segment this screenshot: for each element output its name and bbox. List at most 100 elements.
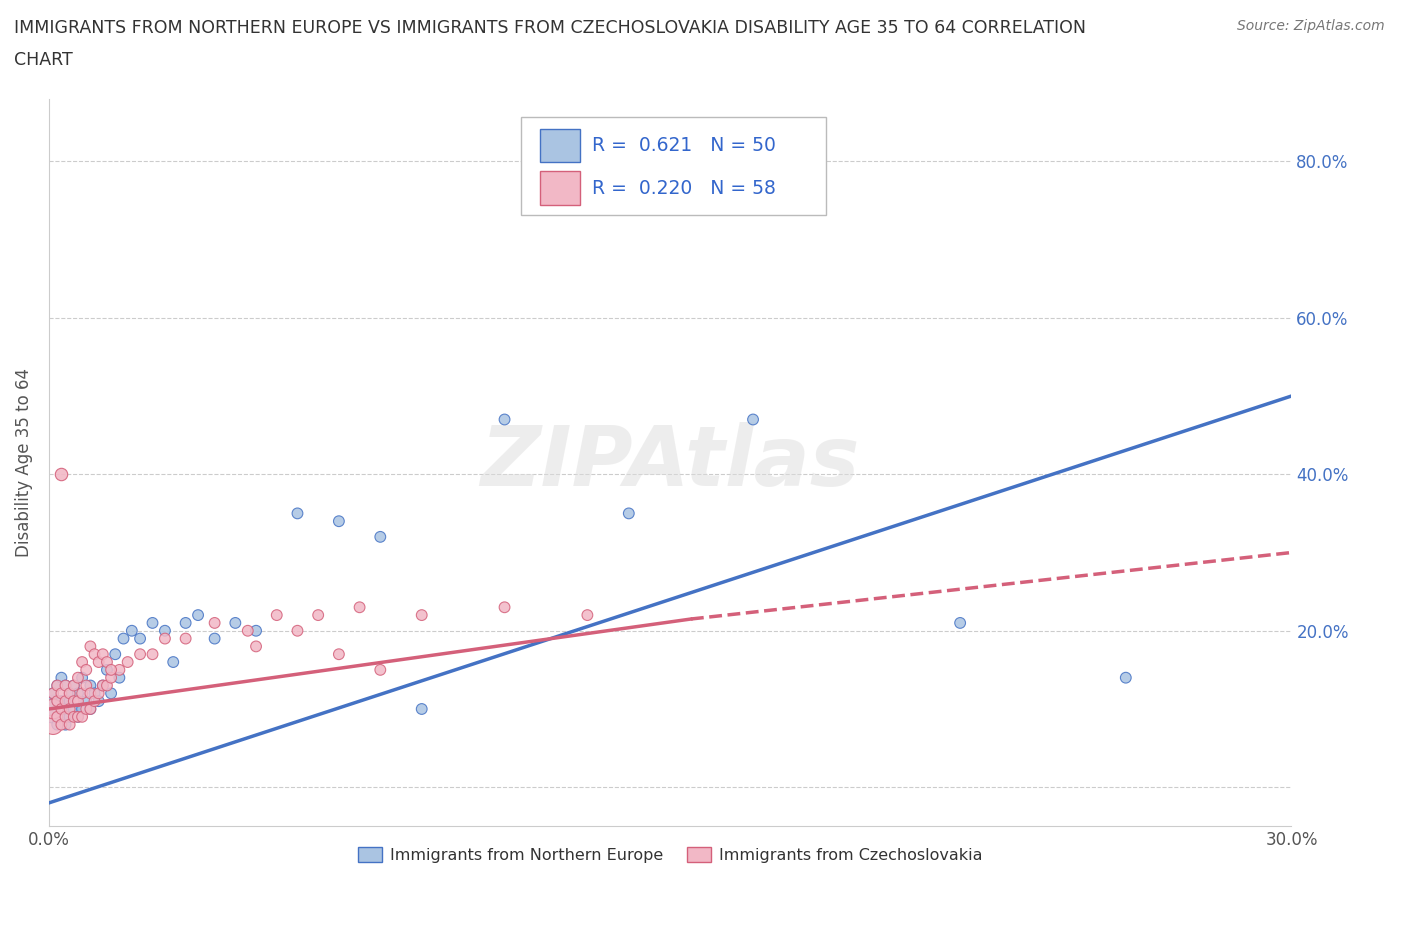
Point bbox=[51, 686, 73, 701]
Text: CHART: CHART bbox=[14, 51, 73, 69]
Point bbox=[79, 639, 101, 654]
Point bbox=[51, 671, 73, 685]
Legend: Immigrants from Northern Europe, Immigrants from Czechoslovakia: Immigrants from Northern Europe, Immigra… bbox=[352, 841, 988, 870]
Point bbox=[411, 607, 433, 622]
Point bbox=[63, 678, 86, 693]
Point bbox=[79, 701, 101, 716]
Point bbox=[51, 717, 73, 732]
Point bbox=[117, 655, 139, 670]
Point bbox=[96, 655, 118, 670]
Point bbox=[63, 701, 86, 716]
Text: R =  0.220   N = 58: R = 0.220 N = 58 bbox=[592, 179, 776, 198]
Point bbox=[100, 662, 122, 677]
Point bbox=[494, 600, 516, 615]
Point bbox=[59, 717, 82, 732]
Point bbox=[96, 678, 118, 693]
FancyBboxPatch shape bbox=[522, 117, 825, 215]
FancyBboxPatch shape bbox=[540, 128, 579, 162]
Point bbox=[63, 694, 86, 709]
Point bbox=[328, 513, 350, 528]
Point bbox=[75, 701, 97, 716]
Point bbox=[51, 694, 73, 709]
Point bbox=[368, 662, 391, 677]
FancyBboxPatch shape bbox=[540, 171, 579, 205]
Point bbox=[46, 710, 69, 724]
Point bbox=[287, 506, 309, 521]
Point bbox=[87, 686, 110, 701]
Point bbox=[51, 467, 73, 482]
Point bbox=[100, 686, 122, 701]
Point bbox=[70, 701, 93, 716]
Point bbox=[617, 506, 640, 521]
Point bbox=[42, 701, 65, 716]
Point bbox=[42, 701, 65, 716]
Point bbox=[204, 631, 226, 646]
Point bbox=[59, 694, 82, 709]
Point bbox=[66, 671, 89, 685]
Point bbox=[112, 631, 135, 646]
Point bbox=[66, 686, 89, 701]
Point bbox=[129, 646, 152, 661]
Point bbox=[83, 646, 105, 661]
Point bbox=[349, 600, 371, 615]
Point bbox=[42, 686, 65, 701]
Point bbox=[55, 678, 77, 693]
Point bbox=[91, 678, 114, 693]
Point bbox=[70, 710, 93, 724]
Point bbox=[104, 646, 127, 661]
Point bbox=[266, 607, 288, 622]
Point bbox=[59, 686, 82, 701]
Point bbox=[42, 686, 65, 701]
Point bbox=[108, 671, 131, 685]
Point bbox=[328, 646, 350, 661]
Text: Source: ZipAtlas.com: Source: ZipAtlas.com bbox=[1237, 19, 1385, 33]
Point bbox=[55, 717, 77, 732]
Point bbox=[1115, 671, 1137, 685]
Point bbox=[141, 646, 163, 661]
Point bbox=[187, 607, 209, 622]
Point bbox=[287, 623, 309, 638]
Point bbox=[121, 623, 143, 638]
Point bbox=[75, 662, 97, 677]
Point bbox=[742, 412, 765, 427]
Text: ZIPAtlas: ZIPAtlas bbox=[481, 422, 860, 503]
Point bbox=[87, 655, 110, 670]
Point bbox=[51, 710, 73, 724]
Point bbox=[494, 412, 516, 427]
Point bbox=[162, 655, 184, 670]
Point bbox=[307, 607, 329, 622]
Point bbox=[46, 678, 69, 693]
Point bbox=[91, 678, 114, 693]
Point bbox=[59, 710, 82, 724]
Point bbox=[236, 623, 259, 638]
Point bbox=[55, 701, 77, 716]
Point bbox=[63, 678, 86, 693]
Point bbox=[96, 662, 118, 677]
Point bbox=[42, 717, 65, 732]
Point bbox=[66, 694, 89, 709]
Point bbox=[55, 678, 77, 693]
Point bbox=[174, 631, 197, 646]
Point bbox=[108, 662, 131, 677]
Point bbox=[46, 694, 69, 709]
Point bbox=[75, 694, 97, 709]
Point bbox=[91, 646, 114, 661]
Point bbox=[75, 678, 97, 693]
Point bbox=[55, 694, 77, 709]
Point bbox=[576, 607, 599, 622]
Point bbox=[204, 616, 226, 631]
Text: IMMIGRANTS FROM NORTHERN EUROPE VS IMMIGRANTS FROM CZECHOSLOVAKIA DISABILITY AGE: IMMIGRANTS FROM NORTHERN EUROPE VS IMMIG… bbox=[14, 19, 1085, 36]
Point bbox=[368, 529, 391, 544]
Point bbox=[141, 616, 163, 631]
Point bbox=[411, 701, 433, 716]
Point bbox=[79, 701, 101, 716]
Point bbox=[51, 701, 73, 716]
Point bbox=[59, 686, 82, 701]
Point bbox=[70, 686, 93, 701]
Point bbox=[46, 717, 69, 732]
Point bbox=[66, 710, 89, 724]
Point bbox=[66, 710, 89, 724]
Point bbox=[224, 616, 246, 631]
Point bbox=[153, 623, 176, 638]
Y-axis label: Disability Age 35 to 64: Disability Age 35 to 64 bbox=[15, 368, 32, 557]
